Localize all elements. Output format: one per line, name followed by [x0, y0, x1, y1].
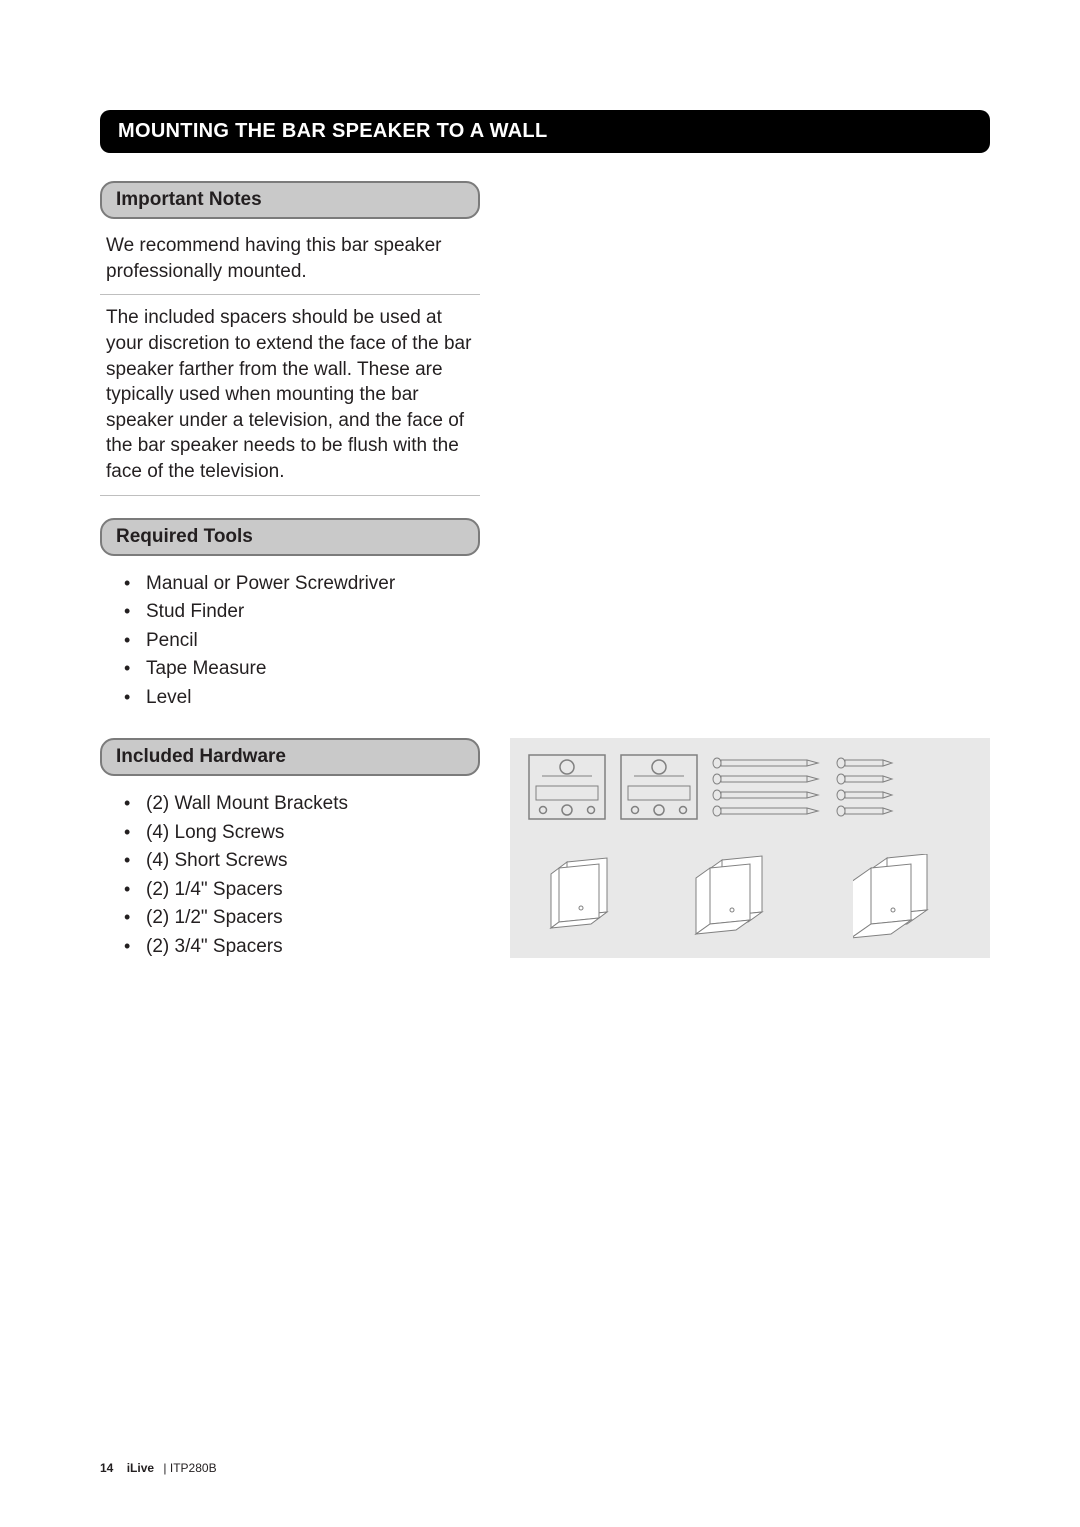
list-item: (2) 1/4" Spacers	[124, 876, 480, 905]
hardware-diagram-panel	[510, 738, 990, 958]
bracket-icon	[620, 754, 698, 820]
long-screws-icon	[712, 754, 822, 820]
page-number: 14	[100, 1461, 113, 1475]
list-item: Tape Measure	[124, 655, 480, 684]
included-hardware-heading: Included Hardware	[100, 738, 480, 776]
list-item: Stud Finder	[124, 598, 480, 627]
page-footer: 14 iLive | ITP280B	[100, 1461, 217, 1475]
required-tools-block: Required Tools Manual or Power Screwdriv…	[100, 518, 480, 713]
bracket-icon	[528, 754, 606, 820]
list-item: Manual or Power Screwdriver	[124, 570, 480, 599]
required-tools-heading: Required Tools	[100, 518, 480, 556]
footer-model: ITP280B	[170, 1461, 217, 1475]
important-notes-block: Important Notes We recommend having this…	[100, 181, 480, 496]
list-item: Level	[124, 684, 480, 713]
notes-p2: The included spacers should be used at y…	[100, 305, 480, 495]
short-screws-icon	[836, 754, 896, 820]
tools-list: Manual or Power Screwdriver Stud Finder …	[100, 570, 480, 713]
footer-brand: iLive	[127, 1461, 154, 1475]
notes-p1: We recommend having this bar speaker pro…	[100, 233, 480, 295]
spacer-icon	[694, 854, 784, 936]
list-item: (2) Wall Mount Brackets	[124, 790, 480, 819]
section-header: MOUNTING THE BAR SPEAKER TO A WALL	[100, 110, 990, 153]
list-item: (2) 1/2" Spacers	[124, 904, 480, 933]
important-notes-heading: Important Notes	[100, 181, 480, 219]
hardware-list: (2) Wall Mount Brackets (4) Long Screws …	[100, 790, 480, 961]
list-item: Pencil	[124, 627, 480, 656]
list-item: (4) Long Screws	[124, 819, 480, 848]
footer-sep: |	[163, 1461, 166, 1475]
spacer-icon	[547, 854, 625, 932]
spacer-icon	[853, 854, 953, 940]
list-item: (4) Short Screws	[124, 847, 480, 876]
list-item: (2) 3/4" Spacers	[124, 933, 480, 962]
